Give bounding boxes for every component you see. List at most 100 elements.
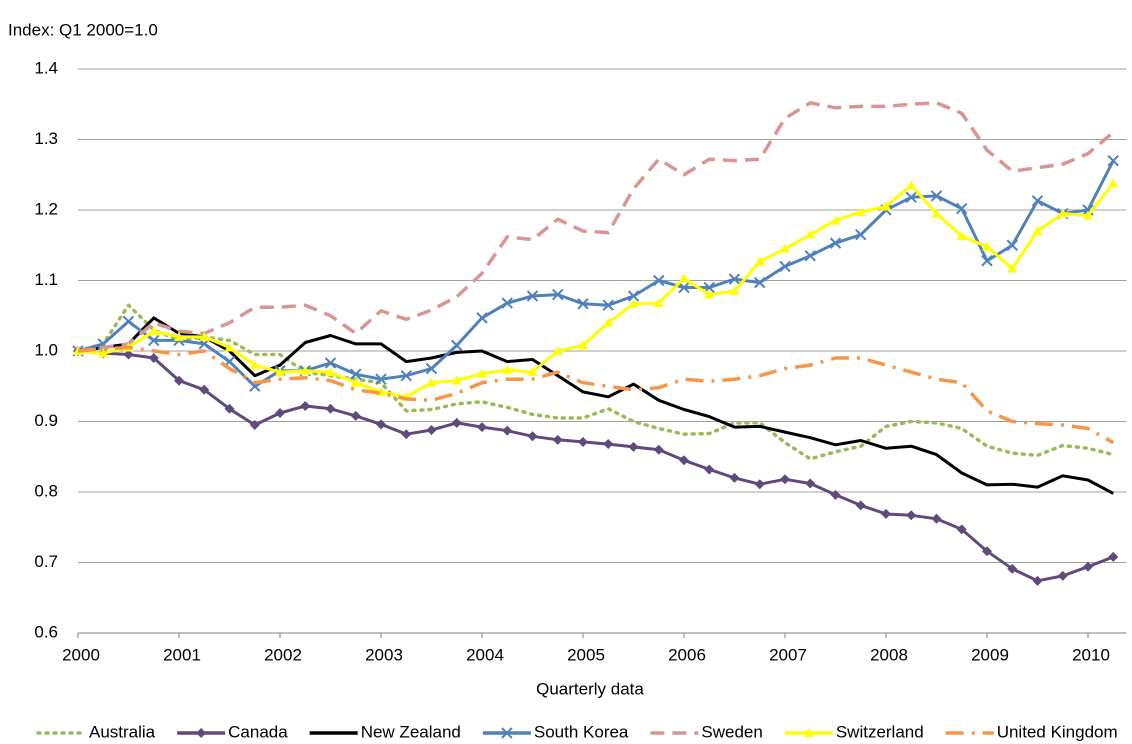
marker [325,367,336,377]
marker [552,434,563,445]
marker [578,436,588,447]
y-tick-label: 1.1 [34,270,58,289]
legend-label: New Zealand [361,722,461,741]
marker [426,424,437,435]
marker [502,425,513,436]
marker [728,273,741,285]
marker [148,353,159,364]
line [77,101,1115,353]
marker [527,367,538,377]
legend-label: Australia [89,722,156,741]
line [77,349,1114,583]
marker [678,281,690,294]
marker [830,215,841,225]
marker [451,375,462,385]
marker [275,367,285,377]
marker [224,403,235,414]
marker [249,420,260,431]
marker [729,286,740,296]
marker [350,368,362,380]
marker [123,349,134,360]
marker [426,377,437,387]
legend: Australia Canada New Zealand South Korea Swe… [36,722,1118,741]
marker [805,478,816,489]
marker [780,474,790,485]
y-tick-label: 1.3 [34,129,58,148]
marker [476,312,488,324]
marker [628,441,639,452]
marker [679,273,689,283]
legend-marker [803,728,814,737]
marker [199,384,210,395]
y-tick-label: 1.2 [34,199,58,218]
marker [729,472,740,483]
line [77,345,1115,445]
legend-marker [196,728,207,738]
x-axis-title: Quarterly data [536,679,644,698]
marker [956,524,967,535]
line [76,303,1116,461]
marker [627,290,640,302]
line [77,159,1115,388]
marker [300,365,311,375]
marker [982,241,992,251]
legend-label: South Korea [534,722,629,741]
marker [174,375,184,386]
marker [754,276,766,289]
marker [780,243,790,253]
marker [704,289,715,299]
marker [855,207,866,217]
marker [881,508,891,519]
legend-marker [501,727,513,739]
marker [1057,570,1068,581]
marker [249,360,260,370]
marker [602,299,614,311]
marker [905,191,917,204]
marker [174,331,184,341]
marker [501,297,513,309]
marker [425,362,438,375]
series [77,101,1115,353]
marker [502,365,513,375]
y-tick-label: 0.8 [34,481,58,500]
series [76,303,1116,461]
x-tick-label: 2005 [567,645,605,664]
marker [1007,563,1018,574]
x-tick-label: 2001 [163,645,201,664]
x-tick-label: 2010 [1072,645,1110,664]
marker [931,513,942,524]
marker [805,229,816,239]
y-tick-label: 0.9 [34,411,58,430]
marker [1007,263,1018,273]
marker [603,317,614,327]
marker [350,377,361,387]
marker [1031,195,1044,207]
marker [779,260,791,273]
marker [1006,239,1018,251]
marker [754,479,765,490]
marker [148,326,159,336]
marker [148,334,160,347]
marker [653,274,665,287]
marker [1107,154,1119,167]
marker [956,202,968,215]
marker [1032,226,1043,236]
marker [577,298,589,310]
marker [931,208,942,218]
x-tick-label: 2004 [466,645,504,664]
marker [375,373,387,385]
marker [1032,575,1043,586]
marker [603,439,614,450]
marker [1108,551,1119,562]
marker [477,368,487,378]
x-tick-label: 2009 [971,645,1009,664]
marker [981,255,993,267]
series [77,316,1115,495]
x-tick-label: 2008 [870,645,908,664]
marker [653,444,664,455]
legend-label: United Kingdom [997,722,1118,741]
marker [1083,210,1093,220]
y-tick-label: 0.6 [34,622,58,641]
marker [906,180,917,190]
series [73,346,1119,586]
